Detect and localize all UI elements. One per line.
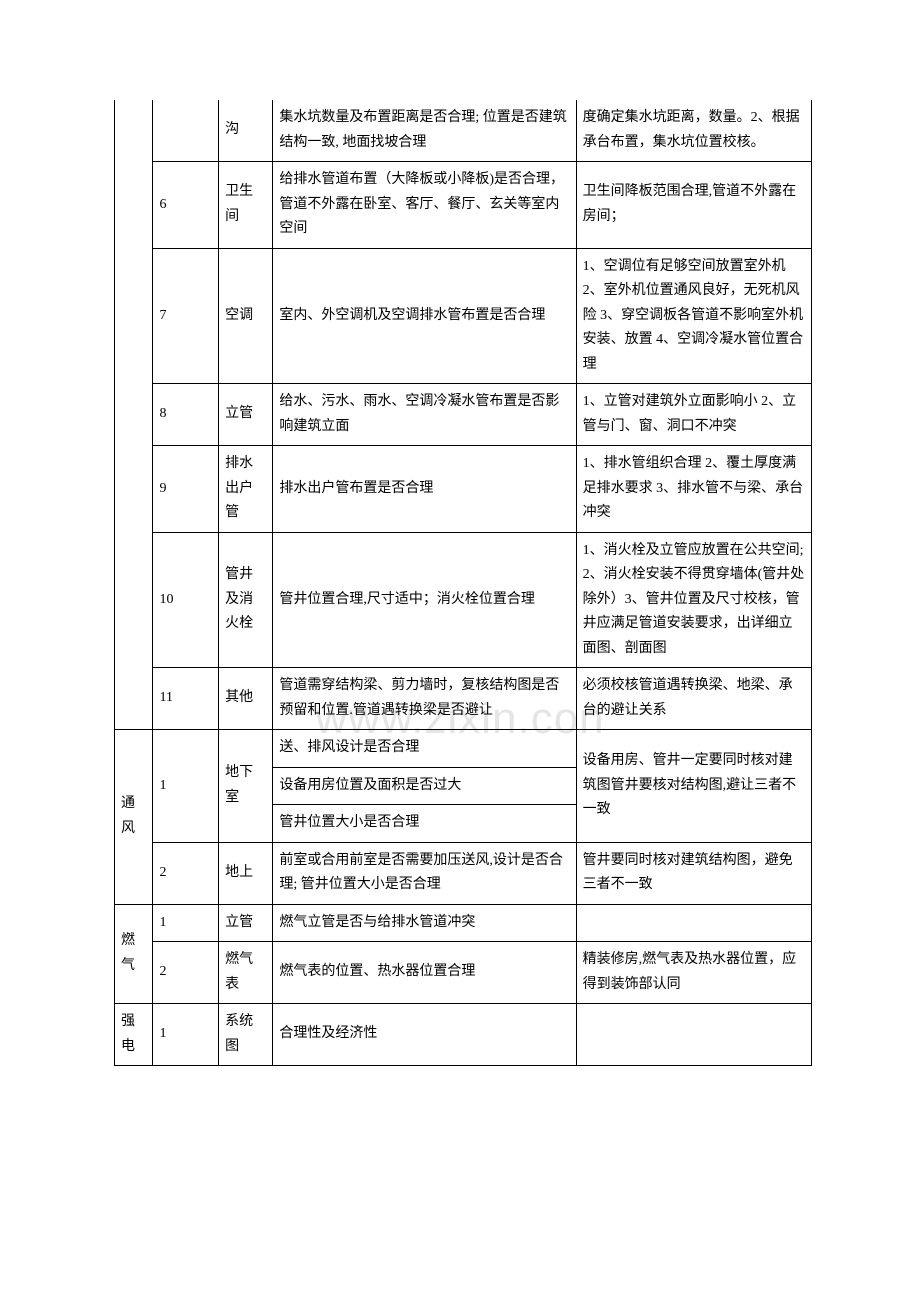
note-cell: 1、消火栓及立管应放置在公共空间;2、消火栓安装不得贯穿墙体(管井处除外）3、管… [576, 532, 811, 668]
table-row: 2 地上 前室或合用前室是否需要加压送风,设计是否合理; 管井位置大小是否合理 … [115, 842, 812, 904]
table-row: 9 排水出户管 排水出户管布置是否合理 1、排水管组织合理 2、覆土厚度满足排水… [115, 446, 812, 533]
desc-cell: 管道需穿结构梁、剪力墙时，复核结构图是否预留和位置.管道遇转换梁是否避让 [273, 668, 576, 730]
category-cell: 强电 [115, 1004, 153, 1066]
table-row: 10 管井及消火栓 管井位置合理,尺寸适中；消火栓位置合理 1、消火栓及立管应放… [115, 532, 812, 668]
num-cell: 8 [153, 384, 219, 446]
item-cell: 沟 [219, 100, 273, 162]
category-cell: 燃气 [115, 904, 153, 1004]
num-cell: 2 [153, 942, 219, 1004]
table-row: 通风 1 地下室 送、排风设计是否合理 设备用房、管井一定要同时核对建筑图管井要… [115, 730, 812, 768]
item-cell: 卫生间 [219, 162, 273, 249]
note-cell: 1、排水管组织合理 2、覆土厚度满足排水要求 3、排水管不与梁、承台冲突 [576, 446, 811, 533]
desc-cell: 管井位置合理,尺寸适中；消火栓位置合理 [273, 532, 576, 668]
desc-cell: 燃气立管是否与给排水管道冲突 [273, 904, 576, 942]
desc-cell: 室内、外空调机及空调排水管布置是否合理 [273, 248, 576, 384]
item-cell: 排水出户管 [219, 446, 273, 533]
note-cell [576, 904, 811, 942]
num-cell: 2 [153, 842, 219, 904]
desc-cell: 给排水管道布置（大降板或小降板)是否合理，管道不外露在卧室、客厅、餐厅、玄关等室… [273, 162, 576, 249]
desc-cell: 给水、污水、雨水、空调冷凝水管布置是否影响建筑立面 [273, 384, 576, 446]
item-cell: 立管 [219, 384, 273, 446]
category-cell [115, 100, 153, 730]
desc-cell: 管井位置大小是否合理 [273, 805, 576, 843]
desc-cell: 排水出户管布置是否合理 [273, 446, 576, 533]
item-cell: 系统图 [219, 1004, 273, 1066]
note-cell: 设备用房、管井一定要同时核对建筑图管井要核对结构图,避让三者不一致 [576, 730, 811, 843]
note-cell: 度确定集水坑距离，数量。2、根据承台布置，集水坑位置校核。 [576, 100, 811, 162]
table-row: 8 立管 给水、污水、雨水、空调冷凝水管布置是否影响建筑立面 1、立管对建筑外立… [115, 384, 812, 446]
desc-cell: 设备用房位置及面积是否过大 [273, 767, 576, 805]
desc-cell: 送、排风设计是否合理 [273, 730, 576, 768]
note-cell [576, 1004, 811, 1066]
num-cell: 1 [153, 904, 219, 942]
desc-cell: 集水坑数量及布置距离是否合理; 位置是否建筑结构一致, 地面找坡合理 [273, 100, 576, 162]
category-cell: 通风 [115, 730, 153, 905]
item-cell: 空调 [219, 248, 273, 384]
table-row: 6 卫生间 给排水管道布置（大降板或小降板)是否合理，管道不外露在卧室、客厅、餐… [115, 162, 812, 249]
note-cell: 精装修房,燃气表及热水器位置，应得到装饰部认同 [576, 942, 811, 1004]
item-cell: 地下室 [219, 730, 273, 843]
note-cell: 管井要同时核对建筑结构图，避免三者不一致 [576, 842, 811, 904]
item-cell: 其他 [219, 668, 273, 730]
document-page: 沟 集水坑数量及布置距离是否合理; 位置是否建筑结构一致, 地面找坡合理 度确定… [0, 0, 920, 1146]
num-cell: 1 [153, 1004, 219, 1066]
table-row: 燃气 1 立管 燃气立管是否与给排水管道冲突 [115, 904, 812, 942]
desc-cell: 合理性及经济性 [273, 1004, 576, 1066]
desc-cell: 前室或合用前室是否需要加压送风,设计是否合理; 管井位置大小是否合理 [273, 842, 576, 904]
note-cell: 1、立管对建筑外立面影响小 2、立管与门、窗、洞口不冲突 [576, 384, 811, 446]
num-cell: 7 [153, 248, 219, 384]
table-row: 2 燃气表 燃气表的位置、热水器位置合理 精装修房,燃气表及热水器位置，应得到装… [115, 942, 812, 1004]
num-cell [153, 100, 219, 162]
num-cell: 1 [153, 730, 219, 843]
item-cell: 管井及消火栓 [219, 532, 273, 668]
num-cell: 6 [153, 162, 219, 249]
item-cell: 立管 [219, 904, 273, 942]
spec-table: 沟 集水坑数量及布置距离是否合理; 位置是否建筑结构一致, 地面找坡合理 度确定… [114, 100, 812, 1066]
table-row: 11 其他 管道需穿结构梁、剪力墙时，复核结构图是否预留和位置.管道遇转换梁是否… [115, 668, 812, 730]
note-cell: 1、空调位有足够空间放置室外机 2、室外机位置通风良好，无死机风险 3、穿空调板… [576, 248, 811, 384]
table-row: 强电 1 系统图 合理性及经济性 [115, 1004, 812, 1066]
note-cell: 必须校核管道遇转换梁、地梁、承台的避让关系 [576, 668, 811, 730]
note-cell: 卫生间降板范围合理,管道不外露在房间； [576, 162, 811, 249]
item-cell: 燃气表 [219, 942, 273, 1004]
item-cell: 地上 [219, 842, 273, 904]
num-cell: 9 [153, 446, 219, 533]
table-row: 7 空调 室内、外空调机及空调排水管布置是否合理 1、空调位有足够空间放置室外机… [115, 248, 812, 384]
table-row: 沟 集水坑数量及布置距离是否合理; 位置是否建筑结构一致, 地面找坡合理 度确定… [115, 100, 812, 162]
desc-cell: 燃气表的位置、热水器位置合理 [273, 942, 576, 1004]
num-cell: 10 [153, 532, 219, 668]
num-cell: 11 [153, 668, 219, 730]
